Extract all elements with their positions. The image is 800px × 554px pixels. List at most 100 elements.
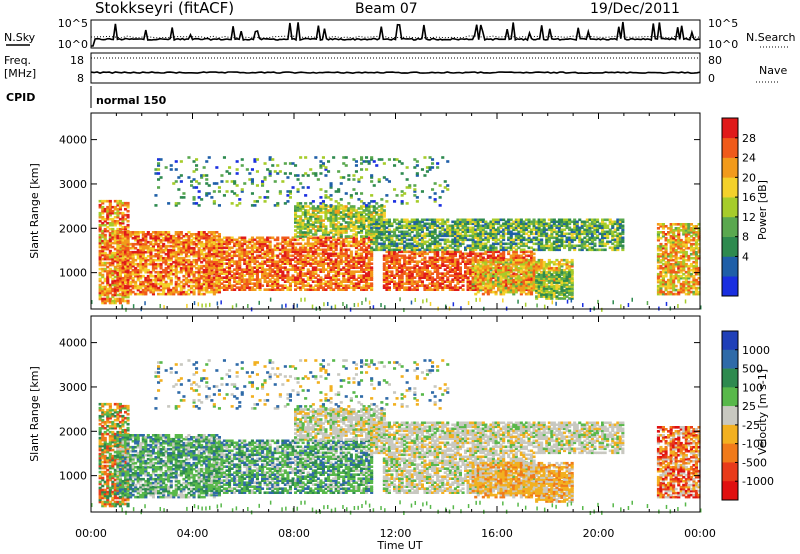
power-cell [387,246,391,250]
power-cell [197,234,201,238]
power-cell [420,228,424,232]
power-cell [334,238,338,242]
power-cell [121,270,125,274]
power-cell [342,272,346,275]
power-cell [169,292,173,296]
power-cell [304,209,308,212]
power-cell [509,226,513,230]
power-cell [438,266,442,269]
power-cell [418,268,422,271]
power-cell [479,238,483,242]
power-cell [464,238,468,242]
power-cell [258,246,262,250]
power-cell [398,224,402,228]
power-cell [337,260,341,263]
power-cell [207,260,211,263]
power-cell [101,207,105,211]
power-cell [212,234,216,238]
power-cell [423,288,427,291]
power-cell [334,254,338,258]
power-cell [192,260,196,264]
power-cell [167,258,171,262]
power-cell [375,246,379,250]
power-cell [187,272,191,276]
power-cell [367,266,371,269]
power-cell [169,252,173,256]
power-cell [387,280,391,283]
power-cell [111,259,115,263]
power-cell [281,284,285,287]
power-cell [197,280,201,284]
power-cell [321,250,325,254]
power-cell [217,278,221,281]
power-cell [311,262,315,265]
power-cell [352,213,356,216]
power-cell [451,264,455,267]
power-cell [436,254,440,258]
power-cell [319,229,323,232]
power-cell [390,260,394,263]
power-cell [278,270,282,273]
power-cell [443,238,447,242]
power-cell [469,280,473,283]
power-cell [182,260,186,264]
power-cell [106,211,110,215]
power-cell [177,240,181,244]
power-cell [491,244,495,248]
power-cell [248,266,252,269]
power-cell [139,264,143,268]
power-cell [167,290,171,294]
power-cell [354,235,358,238]
power-cell [408,260,412,263]
power-cell [207,264,211,268]
power-cell [362,276,366,279]
power-cell [309,207,313,210]
power-cell [164,246,168,250]
power-cell [360,238,364,242]
power-cell [342,238,346,242]
power-cell [190,252,194,256]
power-cell [101,215,105,219]
power-cell [304,272,308,275]
power-cell [418,228,422,232]
power-cell [162,260,166,264]
power-cell [413,246,417,250]
power-cell [116,221,120,225]
power-cell [354,221,358,224]
power-cell [248,258,252,261]
power-cell [113,211,117,215]
power-cell [469,248,473,252]
power-cell [507,264,511,267]
power-cell [481,230,485,234]
power-cell [179,260,183,264]
power-cell [420,220,424,224]
power-cell [261,276,265,279]
power-cell [517,230,521,234]
power-cell [332,223,336,226]
power-cell [398,278,402,281]
power-cell [398,274,402,277]
power-cell [372,207,376,210]
power-cell [321,260,325,263]
power-cell [215,244,219,248]
power-cell [108,211,112,215]
power-cell [106,225,110,229]
power-cell [390,252,394,256]
power-cell [177,242,181,246]
power-cell [286,250,290,254]
power-cell [131,242,135,246]
power-cell [108,243,112,247]
power-cell [212,260,216,263]
power-cell [106,271,110,275]
power-cell [184,246,188,250]
power-cell [141,238,145,242]
power-cell [522,248,526,252]
power-cell [255,274,259,277]
power-cell [349,209,353,212]
power-cell [580,222,584,226]
power-cell [258,256,262,260]
power-cell [139,280,143,284]
power-cell [352,205,356,208]
power-cell [228,276,232,279]
power-cell [400,232,404,236]
